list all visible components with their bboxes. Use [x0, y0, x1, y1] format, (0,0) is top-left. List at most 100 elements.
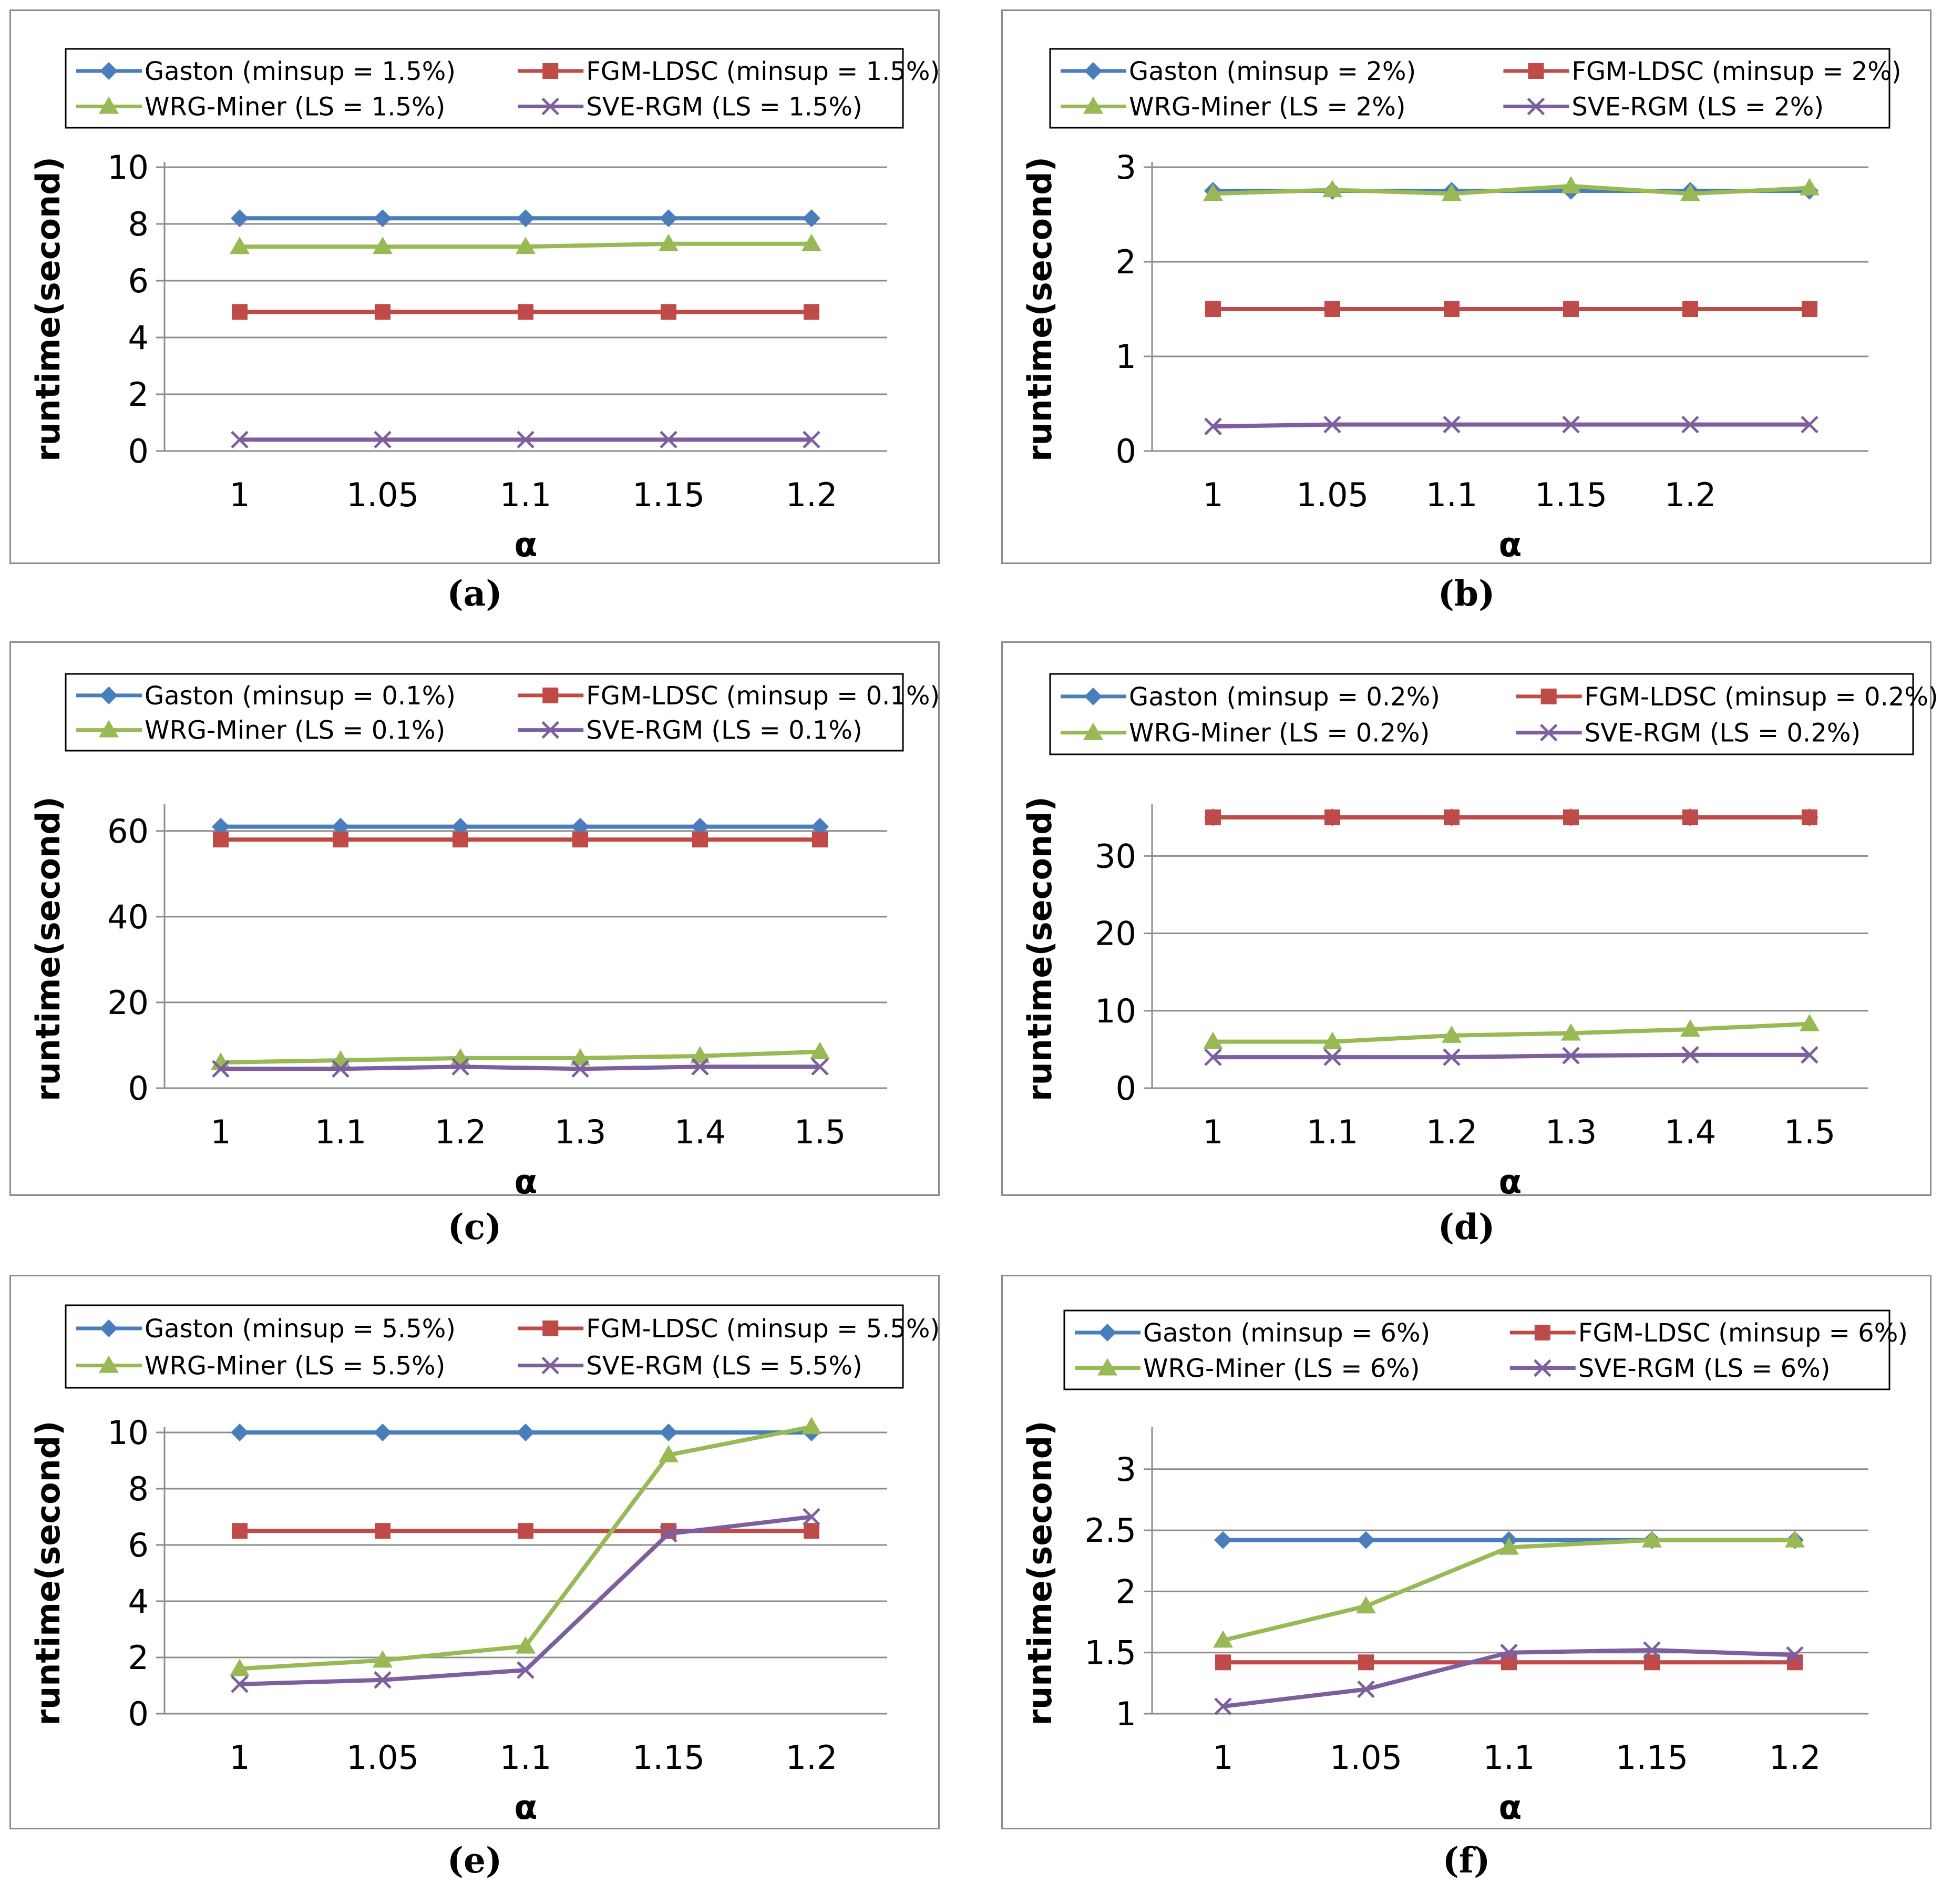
data-point: [812, 832, 828, 848]
x-tick-label: 1.1: [500, 1738, 552, 1777]
y-tick-label: 1: [1116, 337, 1136, 376]
data-point: [374, 1424, 392, 1441]
legend-entry: SVE-RGM (LS = 0.1%): [518, 716, 862, 745]
series: [213, 832, 828, 848]
data-point: [231, 209, 249, 228]
y-tick-label: 6: [128, 262, 149, 300]
chart-panel: Gaston (minsup = 6%) FGM-LDSC (minsup = 6…: [1001, 1275, 1931, 1829]
panel-caption: (e): [447, 1840, 502, 1881]
y-tick-label: 2.5: [1084, 1511, 1136, 1550]
data-point: [1443, 415, 1461, 434]
chart-panel: Gaston (minsup = 5.5%) FGM-LDSC (minsup =…: [9, 1275, 940, 1829]
chart-svg: Gaston (minsup = 5.5%) FGM-LDSC (minsup =…: [9, 1275, 940, 1829]
legend-label: WRG-Miner (LS = 0.1%): [145, 716, 445, 745]
data-point: [1444, 809, 1460, 825]
y-tick-label: 20: [1095, 915, 1136, 953]
x-tick-label: 1.3: [1545, 1113, 1597, 1151]
legend-label: FGM-LDSC (minsup = 0.1%): [586, 681, 940, 711]
legend-marker: [1534, 1359, 1551, 1377]
data-point: [1442, 183, 1462, 201]
legend-marker: [100, 62, 118, 80]
data-point: [802, 233, 821, 251]
legend: [65, 48, 904, 129]
y-tick-label: 2: [1116, 243, 1136, 281]
data-point: [1681, 1046, 1699, 1064]
x-tick-label: 1: [229, 1738, 250, 1777]
legend: [65, 1304, 904, 1389]
legend-marker: [1527, 97, 1545, 116]
x-tick-label: 1.2: [786, 1738, 838, 1777]
data-point: [1786, 1646, 1804, 1664]
series-line: [1213, 1021, 1810, 1044]
panel-caption: (f): [1442, 1840, 1491, 1881]
data-point: [1561, 176, 1581, 193]
x-tick-label: 1.15: [632, 1738, 705, 1777]
data-point: [811, 817, 829, 836]
data-point: [1680, 183, 1700, 201]
data-point: [1322, 1031, 1342, 1049]
data-point: [1562, 1047, 1580, 1064]
legend-marker: [1084, 62, 1102, 80]
data-point: [1204, 1048, 1222, 1066]
legend-label: WRG-Miner (LS = 1.5%): [145, 93, 445, 122]
x-tick-label: 1.15: [1616, 1738, 1688, 1777]
data-point: [691, 817, 709, 836]
legend-entry: WRG-Miner (LS = 1.5%): [76, 93, 445, 122]
data-point: [230, 237, 250, 254]
y-tick-label: 20: [107, 984, 149, 1022]
data-point: [516, 237, 536, 254]
x-tick-label: 1: [1203, 1113, 1223, 1151]
data-point: [803, 431, 820, 449]
y-tick-label: 30: [1095, 837, 1136, 875]
data-point: [1801, 1046, 1818, 1064]
chart-panel: Gaston (minsup = 0.1%) FGM-LDSC (minsup =…: [9, 641, 940, 1202]
legend-entry: FGM-LDSC (minsup = 1.5%): [518, 57, 940, 86]
legend-label: Gaston (minsup = 6%): [1143, 1318, 1430, 1348]
data-point: [517, 1424, 535, 1441]
legend-label: WRG-Miner (LS = 6%): [1143, 1354, 1420, 1384]
legend-label: WRG-Miner (LS = 0.2%): [1129, 719, 1430, 748]
legend-marker: [541, 721, 559, 739]
data-point: [1682, 809, 1698, 825]
panel-caption: (b): [1437, 573, 1495, 614]
legend-marker: [1528, 63, 1544, 79]
data-point: [374, 431, 392, 449]
series: [1214, 1641, 1804, 1715]
data-point: [1324, 809, 1340, 825]
x-tick-label: 1.5: [794, 1113, 846, 1151]
data-point: [660, 1424, 677, 1441]
chart-panel: Gaston (minsup = 2%) FGM-LDSC (minsup = 2…: [1001, 9, 1931, 565]
x-tick-label: 1.05: [1330, 1738, 1402, 1777]
data-point: [1802, 301, 1817, 317]
data-point: [810, 1041, 830, 1059]
data-point: [232, 1523, 248, 1539]
y-tick-label: 3: [1116, 148, 1136, 187]
legend-entry: WRG-Miner (LS = 0.1%): [76, 716, 445, 745]
x-tick-label: 1.1: [1426, 476, 1478, 514]
series: [1205, 809, 1817, 825]
legend-entry: Gaston (minsup = 1.5%): [76, 57, 456, 86]
x-tick-label: 1.3: [554, 1113, 607, 1151]
legend-marker: [1083, 96, 1103, 114]
data-point: [1356, 1596, 1376, 1614]
x-tick-label: 1.2: [786, 476, 838, 514]
data-point: [661, 304, 676, 320]
legend-entry: SVE-RGM (LS = 6%): [1509, 1354, 1831, 1384]
data-point: [1205, 301, 1221, 317]
x-tick-label: 1.1: [1483, 1738, 1535, 1777]
y-axis-label: runtime(second): [29, 157, 67, 462]
y-tick-label: 0: [128, 1069, 149, 1108]
series: [1203, 1014, 1820, 1049]
series: [1204, 1046, 1818, 1066]
series-line: [1213, 184, 1810, 196]
y-tick-label: 4: [128, 319, 149, 357]
y-tick-label: 1.5: [1084, 1634, 1136, 1672]
data-point: [1787, 1654, 1803, 1671]
y-tick-label: 1: [1116, 1695, 1136, 1733]
data-point: [571, 817, 589, 836]
series: [1213, 1530, 1805, 1648]
series: [232, 1523, 819, 1539]
y-axis-label: runtime(second): [29, 1421, 67, 1726]
data-point: [1443, 1048, 1461, 1066]
legend-label: SVE-RGM (LS = 2%): [1571, 93, 1824, 122]
